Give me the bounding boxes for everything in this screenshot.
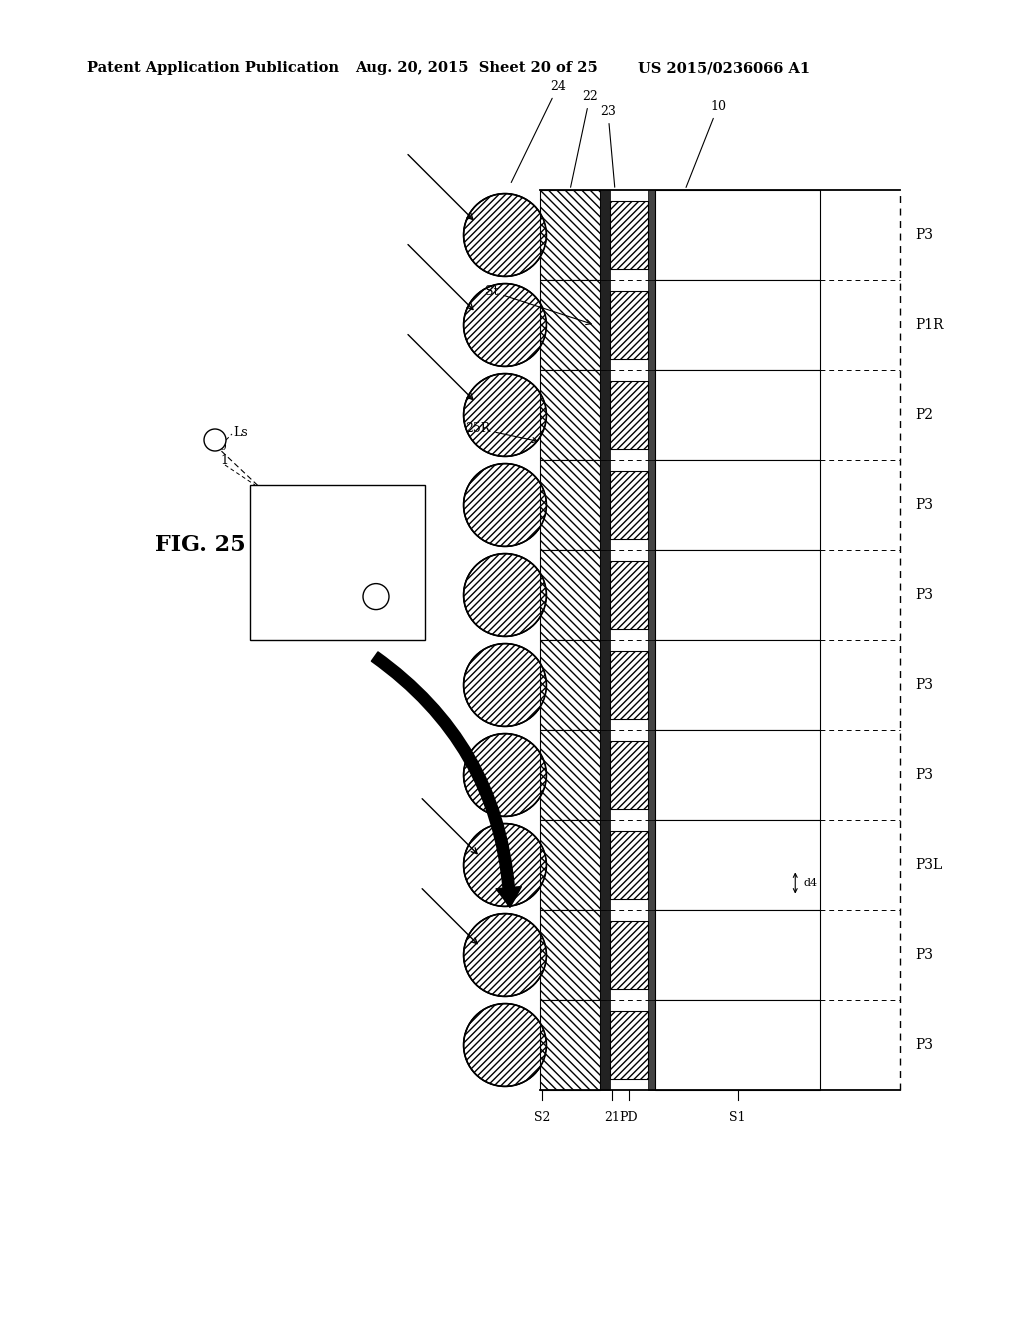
Text: d4: d4 bbox=[803, 878, 817, 888]
Bar bbox=[540, 1001, 600, 1090]
Circle shape bbox=[464, 644, 547, 726]
Bar bbox=[600, 190, 610, 280]
Bar bbox=[600, 909, 610, 1001]
Bar bbox=[600, 370, 610, 459]
Text: 1: 1 bbox=[220, 454, 228, 466]
Circle shape bbox=[464, 194, 547, 276]
Bar bbox=[540, 190, 600, 280]
Bar bbox=[600, 820, 610, 909]
Text: P3: P3 bbox=[915, 678, 933, 692]
Bar bbox=[655, 370, 820, 459]
Bar bbox=[540, 370, 600, 459]
Text: Patent Application Publication: Patent Application Publication bbox=[87, 61, 339, 75]
Bar bbox=[540, 909, 600, 1001]
Text: US 2015/0236066 A1: US 2015/0236066 A1 bbox=[638, 61, 810, 75]
Text: θ: θ bbox=[220, 442, 226, 451]
Text: 25R: 25R bbox=[465, 422, 538, 442]
FancyArrowPatch shape bbox=[372, 652, 521, 907]
Bar bbox=[648, 459, 655, 550]
Bar bbox=[250, 484, 425, 640]
Bar bbox=[655, 190, 820, 280]
Bar bbox=[648, 909, 655, 1001]
Bar bbox=[648, 730, 655, 820]
Circle shape bbox=[464, 553, 547, 636]
Circle shape bbox=[464, 913, 547, 997]
Bar bbox=[655, 459, 820, 550]
Text: Aug. 20, 2015  Sheet 20 of 25: Aug. 20, 2015 Sheet 20 of 25 bbox=[355, 61, 598, 75]
Bar bbox=[610, 201, 648, 269]
Text: S1: S1 bbox=[729, 1111, 745, 1125]
Bar bbox=[610, 741, 648, 809]
Text: 10: 10 bbox=[686, 100, 726, 187]
Bar bbox=[540, 459, 600, 550]
Bar bbox=[648, 1001, 655, 1090]
Text: P3: P3 bbox=[915, 768, 933, 781]
Bar bbox=[648, 190, 655, 280]
Circle shape bbox=[362, 583, 389, 610]
Text: FIG. 25: FIG. 25 bbox=[155, 535, 246, 556]
Text: 24: 24 bbox=[511, 81, 566, 182]
Text: P3: P3 bbox=[915, 228, 933, 242]
Bar bbox=[648, 640, 655, 730]
Text: P3L: P3L bbox=[915, 858, 942, 873]
Bar bbox=[655, 280, 820, 370]
Text: P3: P3 bbox=[915, 948, 933, 962]
Bar bbox=[655, 820, 820, 909]
Circle shape bbox=[464, 374, 547, 457]
Text: 23: 23 bbox=[600, 106, 615, 187]
Bar bbox=[600, 730, 610, 820]
Bar bbox=[600, 459, 610, 550]
Bar bbox=[540, 280, 600, 370]
Text: P3: P3 bbox=[915, 587, 933, 602]
Circle shape bbox=[204, 429, 226, 451]
Bar bbox=[540, 820, 600, 909]
Bar bbox=[610, 561, 648, 630]
Bar bbox=[540, 730, 600, 820]
Bar bbox=[648, 550, 655, 640]
Bar bbox=[610, 380, 648, 449]
Bar bbox=[610, 471, 648, 539]
Bar bbox=[648, 820, 655, 909]
Text: E2: E2 bbox=[396, 585, 413, 598]
Circle shape bbox=[464, 463, 547, 546]
Bar bbox=[648, 280, 655, 370]
Text: St: St bbox=[485, 285, 591, 325]
Text: 22: 22 bbox=[570, 90, 598, 187]
Bar bbox=[600, 1001, 610, 1090]
Bar bbox=[655, 550, 820, 640]
Text: P2: P2 bbox=[915, 408, 933, 422]
Text: S2: S2 bbox=[534, 1111, 550, 1125]
Bar bbox=[600, 550, 610, 640]
Bar bbox=[610, 651, 648, 719]
Bar bbox=[610, 921, 648, 989]
Circle shape bbox=[464, 1003, 547, 1086]
Bar bbox=[655, 909, 820, 1001]
Circle shape bbox=[464, 734, 547, 816]
Bar bbox=[610, 290, 648, 359]
Text: PD: PD bbox=[620, 1111, 638, 1125]
Bar bbox=[610, 830, 648, 899]
Text: P3: P3 bbox=[915, 498, 933, 512]
Text: 21: 21 bbox=[604, 1111, 620, 1125]
Bar bbox=[655, 730, 820, 820]
Text: P1R: P1R bbox=[915, 318, 943, 333]
Bar bbox=[600, 280, 610, 370]
Circle shape bbox=[464, 284, 547, 367]
Bar bbox=[540, 550, 600, 640]
Bar bbox=[648, 370, 655, 459]
Circle shape bbox=[464, 824, 547, 907]
Text: P3: P3 bbox=[915, 1038, 933, 1052]
Bar bbox=[610, 1011, 648, 1080]
Bar bbox=[655, 640, 820, 730]
Bar bbox=[540, 640, 600, 730]
Text: Ls: Ls bbox=[233, 425, 248, 438]
Bar bbox=[600, 640, 610, 730]
Bar bbox=[655, 1001, 820, 1090]
